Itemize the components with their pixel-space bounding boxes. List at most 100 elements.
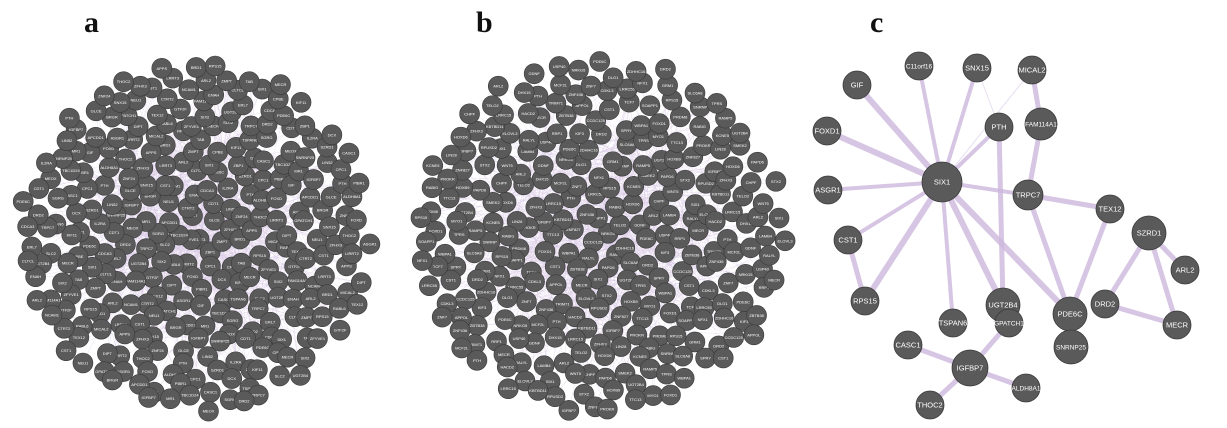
network-b-node: TELO2 — [609, 214, 631, 236]
network-b-node: DHX15 — [544, 326, 566, 348]
network-b-node-label: MCF2L — [531, 322, 545, 327]
network-a-node-label: ZMPT — [301, 315, 312, 320]
network-a-node-label: SNX15 — [146, 334, 159, 339]
network-a-node: CASC1 — [253, 150, 274, 172]
network-b-node: SPRY — [695, 347, 716, 369]
network-b-node-label: USP40 — [513, 336, 526, 341]
network-a-node-label: CASC1 — [64, 193, 78, 198]
network-a-node-label: CST1 — [318, 253, 329, 258]
network-a-node: RPS15 — [80, 298, 101, 320]
network-b-node-label: DRD2 — [660, 67, 672, 72]
network-a-node-label: SZRD1 — [85, 207, 99, 212]
network-a-node: THOC2 — [115, 148, 136, 170]
network-c-node-asgr1: ASGR1 — [813, 175, 843, 205]
network-a-node-label: SLC2 — [275, 373, 286, 378]
network-a-node-label: GLCE — [209, 218, 220, 223]
network-b-node-label: UGT2B4 — [654, 158, 670, 163]
network-a-node-label: GIF — [288, 183, 295, 188]
network-b-node-label: FOXD1 — [538, 249, 552, 254]
network-b-node-label: KCNE5 — [426, 163, 440, 168]
network-a-node-label: BRGR — [106, 115, 118, 120]
network-b-node: ZNF7 — [580, 75, 602, 97]
network-b-node: NFX1 — [411, 250, 433, 271]
network-a-node-label: ERL7 — [27, 244, 38, 249]
network-b-node-label: DHX15 — [549, 335, 563, 340]
network-b-node: RPUSD2 — [478, 137, 500, 158]
network-b-node: SLC6A8 — [620, 252, 642, 273]
network-a-node-label: UGT2B4 — [34, 261, 50, 266]
network-b-node-label: WNT5 — [667, 189, 679, 194]
network-b-node-label: RAMP5 — [643, 366, 658, 371]
network-b-node-label: FOXD1 — [664, 311, 678, 316]
network-b-node: CCDC125 — [723, 327, 744, 348]
network-b-node-label: ZNF436 — [569, 92, 584, 97]
network-a-node-label: SIX1 — [258, 87, 267, 92]
network-b-node: HOXD6 — [594, 345, 615, 367]
network-b-node-label: STX2 — [771, 179, 782, 184]
network-b-node-label: RABIG — [502, 233, 514, 238]
network-a-node: TBC1D24 — [179, 384, 201, 406]
network-a-node-label: SNX15 — [323, 224, 336, 229]
network-a-node: SIX2 — [194, 106, 216, 128]
network-a-node-label: BRD1 — [191, 65, 202, 70]
network-a-node-label: MECR — [62, 261, 74, 266]
network-b-node-label: DHX15 — [740, 221, 754, 226]
network-b-node: PDE6C — [559, 138, 580, 160]
network-a-node: DCX — [211, 269, 233, 290]
network-a-node-label: NCAM1 — [124, 302, 139, 307]
network-a-node-label: KIF11 — [252, 367, 263, 372]
network-b-node-label: MYO1 — [644, 303, 656, 308]
network-b-node-label: ZBTB38 — [559, 113, 574, 118]
network-b-node: ARL2 — [487, 75, 509, 97]
network-b-node: MCF2L — [550, 172, 571, 194]
network-a-node-label: APCDD1 — [179, 322, 196, 327]
network-a-node-label: SNRNP25 — [211, 339, 230, 344]
network-b-node-label: TCF7 — [433, 264, 444, 269]
network-b-node: ZBTB38 — [681, 244, 703, 266]
network-a-node: GIF — [190, 295, 211, 316]
network-b-node-label: RPS15 — [415, 215, 428, 220]
network-b-node: TTC13 — [666, 132, 688, 153]
network-a-node: FAM114A1 — [287, 270, 308, 291]
network-b-node-label: CDKL3 — [528, 279, 542, 284]
network-a-node-label: APPS — [246, 228, 257, 233]
network-b-node-label: LRRC55 — [588, 192, 604, 197]
network-a-node-label: BRGR — [317, 208, 329, 213]
network-a-node: MR1 — [160, 388, 181, 410]
network-b-node-label: CHPF — [654, 198, 665, 203]
network-c-node-snx15: SNX15 — [962, 53, 992, 83]
network-b-node: ZNF7 — [431, 306, 453, 328]
network-b-node-label: DLG1 — [608, 75, 619, 80]
network-a-node-label: DIPT — [167, 283, 177, 288]
network-a-node: LIN52 — [56, 130, 78, 151]
network-c-node-szrd1: SZRD1 — [1131, 215, 1167, 251]
network-a-node-label: ZNF24 — [123, 176, 136, 181]
network-b-node-label: TTC13 — [629, 397, 642, 402]
network-a-node: LRRT3 — [155, 155, 177, 176]
network-b-node-label: KCNE5 — [633, 354, 647, 359]
network-b-node-label: RPUSD2 — [547, 394, 564, 399]
network-a-node: GLCE — [320, 186, 342, 208]
network-b-node-label: RPS15 — [603, 186, 616, 191]
network-a-node-label: CASC1 — [342, 151, 356, 156]
network-a-node: KIF11 — [61, 224, 83, 246]
network-b-node: MCF2L — [527, 314, 549, 336]
network-b-node: RPUSD2 — [588, 297, 610, 319]
network-b-edge — [496, 276, 500, 342]
panel-label-b: b — [476, 6, 493, 39]
network-b-node: RPUSD2 — [544, 386, 566, 408]
network-a-node-label: MEOX — [223, 332, 235, 337]
network-a-node-label: CST1 — [147, 85, 158, 90]
network-b-node: STX2 — [765, 171, 787, 192]
network-a-node-label: SGRG — [52, 196, 64, 201]
network-b-node: GRM1 — [657, 75, 678, 96]
network-b-node: PAPD6 — [747, 151, 768, 173]
network-b-node-label: HOXD6 — [626, 201, 641, 206]
network-a-node-label: APPS — [341, 263, 352, 268]
network-b-node: ZBTB38 — [746, 305, 767, 326]
network-b-node: TELO2 — [570, 342, 592, 363]
network-b-node: IGFBP7 — [602, 320, 624, 341]
network-a-node-label: PIBR1 — [274, 176, 286, 181]
network-b-node: PDE6C — [494, 309, 516, 330]
network-b-node-label: ELOVL3 — [778, 238, 794, 243]
